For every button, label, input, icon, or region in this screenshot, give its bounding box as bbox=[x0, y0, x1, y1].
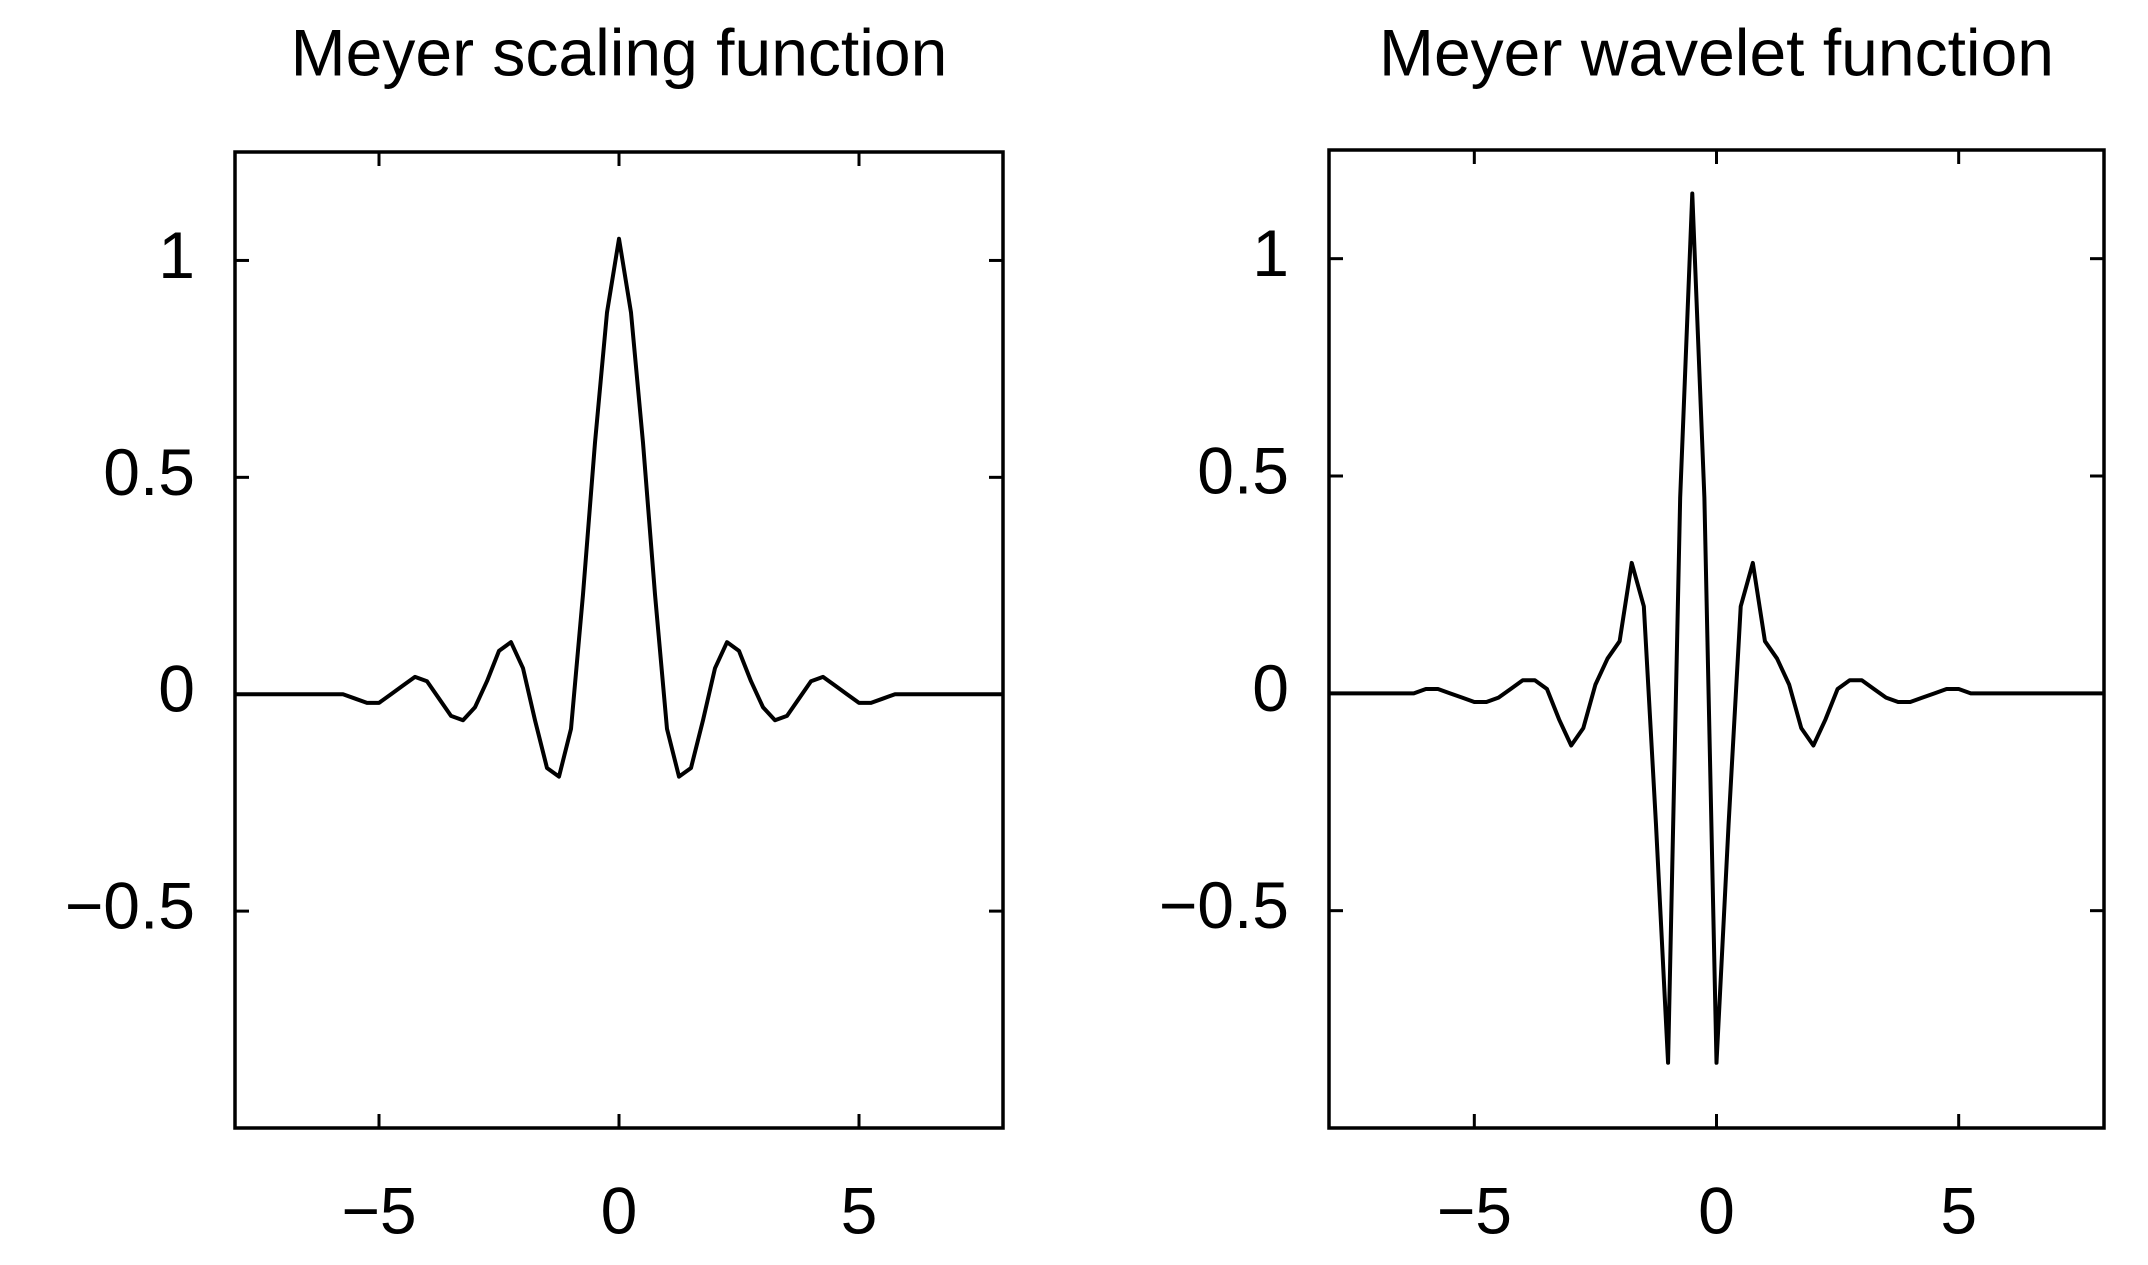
x-tick-label: 5 bbox=[1940, 1173, 1977, 1247]
y-tick-label: 0 bbox=[1252, 651, 1289, 725]
chart-title: Meyer scaling function bbox=[291, 15, 948, 89]
x-tick-label: −5 bbox=[1437, 1173, 1512, 1247]
y-tick-label: 0.5 bbox=[103, 435, 195, 509]
plot-frame bbox=[233, 150, 1005, 1130]
y-tick-label: −0.5 bbox=[65, 869, 195, 943]
x-tick-label: 0 bbox=[601, 1173, 638, 1247]
y-tick-label: 1 bbox=[1252, 216, 1289, 290]
x-tick-label: 5 bbox=[841, 1173, 878, 1247]
y-tick-label: 0 bbox=[158, 652, 195, 726]
y-tick-label: −0.5 bbox=[1159, 868, 1289, 942]
data-line bbox=[235, 236, 1003, 779]
y-tick-label: 0.5 bbox=[1197, 433, 1289, 507]
data-line bbox=[1329, 191, 2104, 1065]
x-tick-label: −5 bbox=[341, 1173, 416, 1247]
y-tick-label: 1 bbox=[158, 218, 195, 292]
x-tick-label: 0 bbox=[1698, 1173, 1735, 1247]
chart-title: Meyer wavelet function bbox=[1379, 15, 2054, 89]
